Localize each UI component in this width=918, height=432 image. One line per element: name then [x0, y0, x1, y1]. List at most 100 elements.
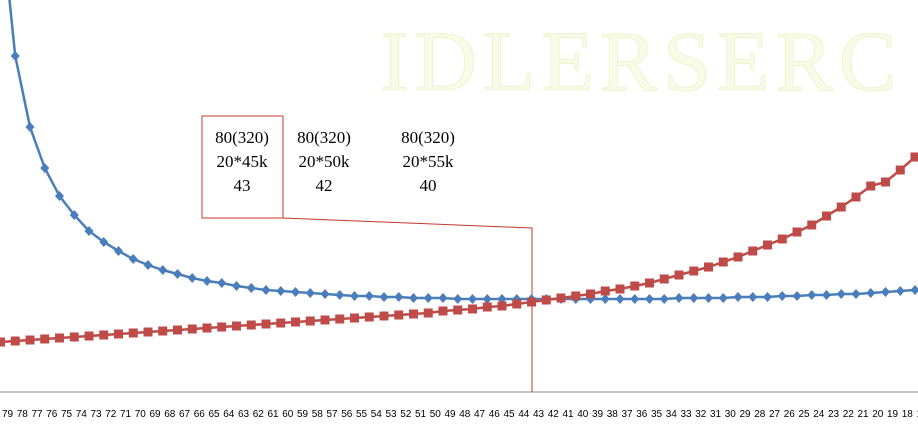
- x-tick-label: 71: [120, 409, 132, 420]
- marker: [600, 286, 610, 296]
- marker: [556, 293, 566, 303]
- marker: [689, 293, 699, 303]
- marker: [748, 246, 758, 256]
- marker: [55, 333, 64, 343]
- x-tick-label: 68: [164, 409, 176, 420]
- x-tick-label: 76: [46, 409, 58, 420]
- marker: [291, 287, 300, 297]
- x-tick-label: 19: [887, 409, 899, 420]
- marker: [689, 266, 699, 276]
- x-tick-label: 52: [400, 409, 412, 420]
- marker: [364, 312, 374, 322]
- annotation: 20*45k: [217, 152, 269, 171]
- marker: [0, 337, 5, 347]
- marker: [881, 177, 890, 187]
- marker: [158, 265, 168, 275]
- marker: [158, 326, 168, 336]
- annotation: 20*55k: [403, 152, 455, 171]
- marker: [777, 291, 787, 301]
- marker: [246, 283, 256, 293]
- marker: [674, 270, 684, 280]
- marker: [748, 292, 758, 302]
- x-tick-label: 58: [312, 409, 324, 420]
- x-tick-label: 36: [636, 409, 648, 420]
- x-tick-label: 26: [784, 409, 796, 420]
- marker: [733, 252, 743, 262]
- marker: [704, 262, 713, 272]
- marker: [482, 302, 492, 312]
- x-tick-label: 75: [61, 409, 73, 420]
- marker: [305, 288, 315, 298]
- x-tick-label: 78: [17, 409, 29, 420]
- x-tick-label: 41: [562, 409, 574, 420]
- x-tick-label: 29: [739, 409, 751, 420]
- highlight-box: [201, 115, 284, 219]
- marker: [423, 308, 433, 318]
- marker: [320, 315, 330, 325]
- marker: [615, 284, 625, 294]
- marker: [836, 289, 846, 299]
- marker: [600, 294, 610, 304]
- marker: [866, 181, 876, 191]
- x-tick-label: 28: [754, 409, 766, 420]
- x-tick-label: 79: [2, 409, 14, 420]
- marker: [305, 316, 315, 326]
- marker: [645, 278, 654, 288]
- marker: [114, 329, 123, 339]
- marker: [202, 323, 212, 333]
- marker: [84, 331, 94, 341]
- x-tick-label: 53: [385, 409, 397, 420]
- marker: [763, 292, 772, 302]
- marker: [674, 293, 684, 303]
- marker: [453, 294, 463, 304]
- x-tick-label: 46: [489, 409, 501, 420]
- x-tick-label: 34: [666, 409, 678, 420]
- marker: [763, 240, 772, 250]
- marker: [704, 293, 713, 303]
- marker: [777, 234, 787, 244]
- marker: [69, 332, 79, 342]
- marker: [836, 202, 846, 212]
- marker: [807, 290, 817, 300]
- marker: [438, 293, 448, 303]
- marker: [497, 301, 507, 311]
- marker: [586, 289, 595, 299]
- x-tick-label: 37: [621, 409, 633, 420]
- annotation: 42: [316, 176, 333, 195]
- marker: [468, 304, 477, 314]
- marker: [99, 237, 109, 247]
- marker: [409, 293, 418, 303]
- x-tick-label: 51: [415, 409, 427, 420]
- marker: [645, 294, 654, 304]
- x-tick-label: 55: [356, 409, 368, 420]
- x-tick-label: 42: [548, 409, 560, 420]
- marker: [379, 311, 389, 321]
- marker: [276, 286, 286, 296]
- x-tick-label: 48: [459, 409, 471, 420]
- marker: [246, 320, 256, 330]
- marker: [261, 319, 271, 329]
- x-tick-label: 74: [76, 409, 88, 420]
- marker: [851, 192, 861, 202]
- marker: [453, 305, 463, 315]
- marker: [409, 309, 418, 319]
- marker: [881, 287, 890, 297]
- x-tick-label: 20: [872, 409, 884, 420]
- marker: [143, 260, 153, 270]
- marker: [320, 289, 330, 299]
- x-tick-label: 47: [474, 409, 486, 420]
- marker: [718, 257, 728, 267]
- x-tick-label: 72: [105, 409, 117, 420]
- marker: [718, 293, 728, 303]
- x-tick-label: 49: [444, 409, 456, 420]
- x-tick-label: 59: [297, 409, 309, 420]
- x-tick-label: 40: [577, 409, 589, 420]
- marker: [173, 325, 182, 335]
- marker: [792, 227, 802, 237]
- marker: [114, 246, 123, 256]
- x-tick-label: 64: [223, 409, 235, 420]
- marker: [822, 211, 831, 221]
- marker: [55, 191, 64, 201]
- x-tick-label: 35: [651, 409, 663, 420]
